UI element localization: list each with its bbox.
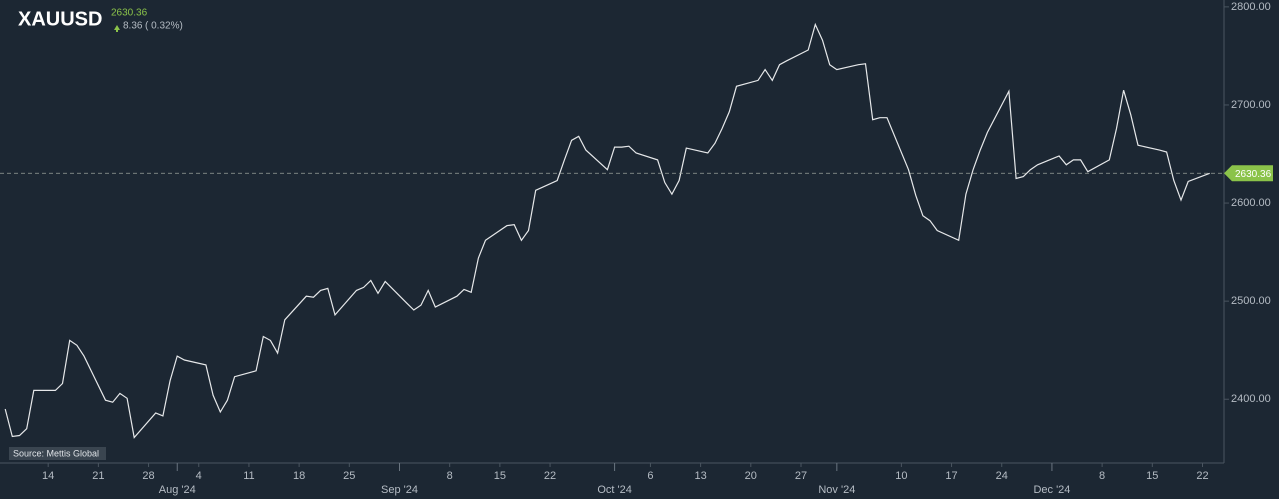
x-tick-label: 27 <box>795 470 807 482</box>
y-tick-label: 2400.00 <box>1231 393 1271 405</box>
y-tick-label: 2500.00 <box>1231 295 1271 307</box>
month-tick-label: Dec '24 <box>1033 484 1070 496</box>
x-tick-label: 8 <box>447 470 453 482</box>
x-tick-label: 25 <box>343 470 355 482</box>
x-tick-label: 24 <box>996 470 1008 482</box>
x-tick-label: 22 <box>1196 470 1208 482</box>
x-tick-label: 17 <box>945 470 957 482</box>
x-tick-label: 20 <box>745 470 757 482</box>
x-tick-label: 8 <box>1099 470 1105 482</box>
y-tick-label: 2800.00 <box>1231 1 1271 13</box>
x-tick-label: 21 <box>92 470 104 482</box>
price-change-percent: ( 0.32%) <box>145 21 183 32</box>
x-tick-label: 6 <box>647 470 653 482</box>
x-tick-label: 11 <box>243 470 254 482</box>
x-tick-label: 15 <box>1146 470 1158 482</box>
price-change: 8.36 <box>123 21 143 32</box>
x-tick-label: 10 <box>895 470 907 482</box>
chart-title: XAUUSD <box>18 8 102 30</box>
x-tick-label: 28 <box>142 470 154 482</box>
x-tick-label: 14 <box>42 470 54 482</box>
source-box <box>9 447 106 460</box>
last-price: 2630.36 <box>111 8 148 19</box>
price-line <box>4 22 1210 439</box>
month-tick-label: Sep '24 <box>381 484 418 496</box>
source-label: Source: Mettis Global <box>13 448 99 458</box>
x-tick-label: 15 <box>494 470 506 482</box>
last-price-tag <box>1224 165 1273 182</box>
last-price-tag-label: 2630.36 <box>1235 169 1272 180</box>
y-tick-label: 2700.00 <box>1231 99 1271 111</box>
month-tick-label: Oct '24 <box>597 484 632 496</box>
x-tick-label: 18 <box>293 470 305 482</box>
up-arrow-stem <box>116 29 118 32</box>
up-arrow <box>114 25 120 30</box>
y-tick-label: 2600.00 <box>1231 197 1271 209</box>
month-tick-label: Aug '24 <box>159 484 196 496</box>
x-tick-label: 4 <box>196 470 202 482</box>
x-tick-label: 13 <box>694 470 706 482</box>
month-tick-label: Nov '24 <box>818 484 855 496</box>
x-tick-label: 22 <box>544 470 556 482</box>
